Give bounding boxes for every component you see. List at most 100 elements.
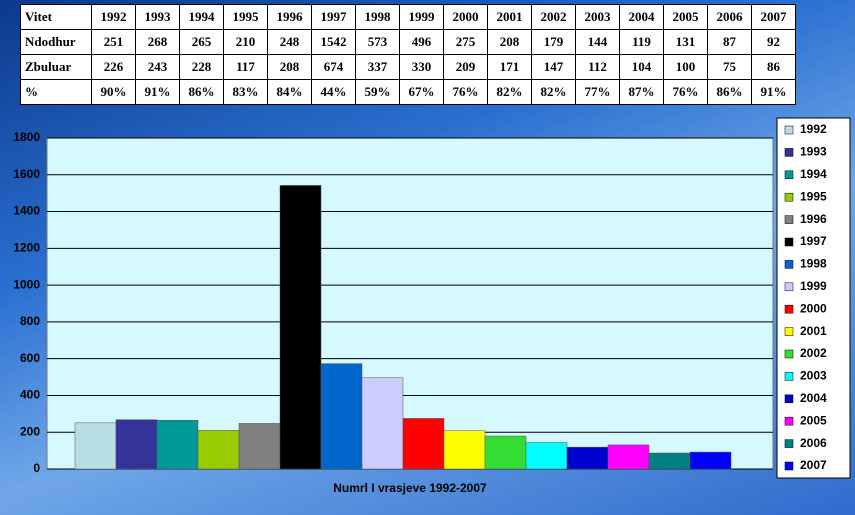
legend-swatch (784, 148, 794, 157)
table-cell: 44% (311, 79, 356, 105)
table-cell: 210 (223, 29, 268, 55)
legend-label: 1999 (800, 279, 827, 293)
bar (607, 444, 650, 470)
table-cell: 179 (531, 29, 576, 55)
table-cell: % (20, 79, 92, 105)
bar (648, 452, 691, 470)
legend-label: 2002 (800, 346, 827, 360)
table-cell: 67% (399, 79, 444, 105)
legend-label: 1993 (800, 145, 827, 159)
y-tick-label: 400 (20, 388, 40, 402)
table-cell: 86% (179, 79, 224, 105)
bar (443, 430, 486, 470)
legend-swatch (784, 304, 794, 314)
bar (156, 420, 199, 470)
y-tick-label: 1800 (13, 130, 40, 144)
plot-area (46, 137, 774, 470)
legend-swatch (784, 416, 794, 426)
legend-label: 2006 (800, 436, 827, 450)
bar (525, 442, 568, 470)
table-cell: 86 (751, 54, 796, 80)
legend-swatch (784, 215, 794, 224)
table-row: % 90% 91% 86% 83% 84% 44% 59% 67% 76% 82% 82% 77% 87%… (20, 79, 796, 105)
table-cell: 76% (663, 79, 708, 105)
legend-swatch (784, 439, 794, 448)
legend-label: 2001 (800, 324, 827, 338)
table-cell: 83% (223, 79, 268, 105)
legend-label: 1997 (800, 234, 827, 248)
table-cell: 59% (355, 79, 400, 105)
bar (689, 451, 732, 470)
table-cell: 117 (223, 54, 268, 80)
legend-label: 2005 (800, 413, 827, 427)
table-cell: 1995 (223, 4, 268, 30)
table-cell: 86% (707, 79, 752, 105)
legend-label: 2007 (800, 458, 827, 472)
legend-swatch (784, 170, 794, 180)
legend-swatch (784, 192, 794, 202)
bar (115, 419, 158, 470)
bar (566, 446, 609, 470)
bar (402, 418, 445, 470)
table-cell: 208 (267, 54, 312, 80)
y-tick-label: 1400 (13, 204, 40, 218)
table-cell: 248 (267, 29, 312, 55)
table-cell: 92 (751, 29, 796, 55)
y-tick-label: 1000 (13, 277, 40, 291)
table-cell: 1992 (91, 4, 136, 30)
bar (484, 435, 527, 470)
legend-label: 2003 (800, 369, 827, 383)
legend-swatch (784, 237, 794, 247)
y-tick-label: 800 (20, 314, 40, 328)
legend-label: 1996 (800, 212, 827, 226)
table-cell: 91% (751, 79, 796, 105)
legend-swatch (784, 394, 794, 404)
legend-label: 1995 (800, 189, 827, 203)
table-cell: 119 (619, 29, 664, 55)
y-tick-label: 200 (20, 424, 40, 438)
table-cell: 2002 (531, 4, 576, 30)
legend-swatch (784, 327, 794, 336)
bar (279, 185, 322, 470)
table-cell: 208 (487, 29, 532, 55)
table-cell: Zbuluar (20, 54, 92, 80)
table-cell: 2007 (751, 4, 796, 30)
legend-label: 2004 (800, 391, 827, 405)
table-cell: 84% (267, 79, 312, 105)
legend-label: 1994 (800, 167, 827, 181)
table-cell: 2003 (575, 4, 620, 30)
bar (320, 363, 363, 470)
table-cell: 77% (575, 79, 620, 105)
table-cell: 2001 (487, 4, 532, 30)
x-axis-label: Numrl I vrasjeve 1992-2007 (333, 481, 487, 495)
table-cell: 1997 (311, 4, 356, 30)
legend-swatch (784, 282, 794, 292)
table-cell: 1999 (399, 4, 444, 30)
y-tick-label: 1200 (13, 241, 40, 255)
table-cell: 104 (619, 54, 664, 80)
table-cell: 1993 (135, 4, 180, 30)
legend-label: 1998 (800, 257, 827, 271)
bar (197, 430, 240, 470)
legend-swatch (784, 372, 794, 381)
table-row: Vitet 1992 1993 1994 1995 1996 1997 1998 1999 200… (20, 4, 796, 30)
y-tick-label: 1600 (13, 167, 40, 181)
table-cell: 268 (135, 29, 180, 55)
bar (238, 423, 281, 470)
bar (74, 422, 117, 470)
legend-swatch (784, 260, 794, 269)
table-cell: 171 (487, 54, 532, 80)
table-cell: Ndodhur (20, 29, 92, 55)
table-cell: 209 (443, 54, 488, 80)
table-cell: 275 (443, 29, 488, 55)
table-cell: 91% (135, 79, 180, 105)
table-cell: 82% (531, 79, 576, 105)
legend-swatch (784, 349, 794, 359)
table-cell: 2006 (707, 4, 752, 30)
table-cell: 87% (619, 79, 664, 105)
y-tick-label: 0 (33, 461, 40, 475)
legend-label: 1992 (800, 122, 827, 136)
table-cell: 76% (443, 79, 488, 105)
